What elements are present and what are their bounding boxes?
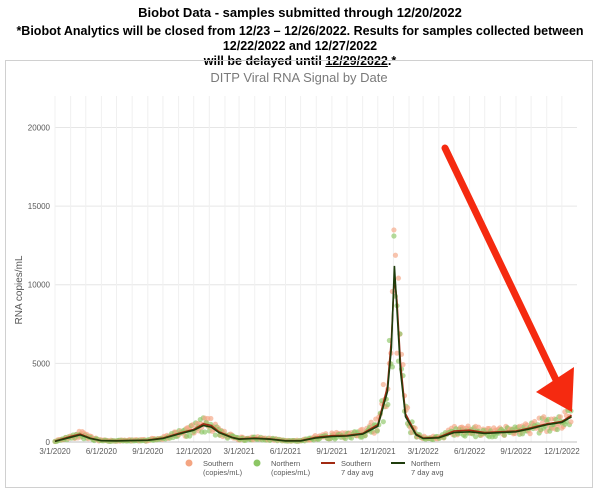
x-tick-label: 3/1/2020 (39, 447, 71, 456)
y-tick-label: 0 (46, 438, 51, 447)
legend-marker (185, 459, 193, 467)
x-tick-label: 6/1/2022 (454, 447, 486, 456)
data-point (389, 364, 396, 370)
data-point (501, 432, 507, 438)
closure-notice: *Biobot Analytics will be closed from 12… (0, 24, 600, 69)
legend-marker (253, 459, 261, 467)
y-tick-label: 10000 (28, 281, 51, 290)
x-tick-label: 12/1/2020 (176, 447, 212, 456)
data-point (554, 426, 560, 433)
x-tick-label: 12/1/2022 (544, 447, 580, 456)
arrow-shaft (441, 144, 561, 386)
legend-label: Northern (copies/mL) (271, 459, 311, 477)
data-point (391, 227, 397, 233)
data-point (374, 428, 380, 434)
data-point (404, 405, 411, 411)
data-point (362, 433, 368, 439)
annotation-arrow (441, 144, 574, 412)
closure-notice-prefix: will be delayed until (203, 54, 326, 68)
data-point (212, 432, 218, 438)
x-tick-label: 12/1/2021 (360, 447, 396, 456)
x-tick-label: 3/1/2021 (224, 447, 256, 456)
data-point (208, 415, 214, 422)
scatter-points (52, 227, 574, 445)
data-point (394, 350, 400, 356)
y-tick-label: 20000 (28, 123, 51, 132)
data-point (385, 401, 391, 408)
data-point (532, 418, 538, 425)
closure-notice-suffix: .* (387, 54, 397, 68)
data-point (202, 429, 208, 435)
x-tick-label: 6/1/2020 (86, 447, 118, 456)
chart-legend: Southern (copies/mL) Northern (copies/mL) So… (185, 459, 444, 477)
viral-rna-chart: DITP Viral RNA Signal by Date 0 5000 10000… (14, 70, 580, 477)
delayed-until-date: 12/29/2022 (325, 54, 388, 68)
y-tick-label: 5000 (32, 359, 50, 368)
data-point (527, 431, 533, 437)
chart-frame (5, 60, 593, 488)
data-point (476, 424, 482, 430)
closure-notice-line2: will be delayed until 12/29/2022.* (0, 54, 600, 69)
data-point (380, 419, 386, 425)
arrow-head (536, 367, 574, 412)
page-title: Biobot Data - samples submitted through … (138, 5, 462, 20)
x-tick-label: 9/1/2020 (132, 447, 164, 456)
avg-line (54, 265, 572, 443)
x-tick-label: 9/1/2021 (316, 447, 348, 456)
x-tick-label: 9/1/2022 (500, 447, 532, 456)
closure-notice-line1: *Biobot Analytics will be closed from 12… (16, 24, 584, 53)
legend-label: Southern (copies/mL) (203, 459, 243, 477)
x-axis-tick-labels: 3/1/2020 6/1/2020 9/1/2020 12/1/2020 3/1/202… (39, 447, 580, 456)
data-point (400, 362, 406, 368)
data-point (568, 419, 574, 425)
x-tick-label: 3/1/2022 (408, 447, 440, 456)
x-tick-label: 6/1/2021 (270, 447, 302, 456)
y-axis-tick-labels: 0 5000 10000 15000 20000 (28, 123, 51, 447)
chart-title: DITP Viral RNA Signal by Date (210, 70, 387, 85)
data-point (391, 233, 397, 239)
data-point (392, 252, 399, 258)
data-point (557, 414, 563, 420)
legend-label: Northern 7 day avg (411, 459, 444, 477)
chart-gridlines (54, 96, 577, 443)
data-point (380, 381, 386, 388)
average-lines (54, 265, 572, 443)
y-axis-label: RNA copies/mL (14, 255, 25, 324)
data-point (395, 275, 402, 281)
data-point (473, 434, 479, 440)
y-tick-label: 15000 (28, 202, 51, 211)
legend-label: Southern 7 day avg (341, 459, 374, 477)
